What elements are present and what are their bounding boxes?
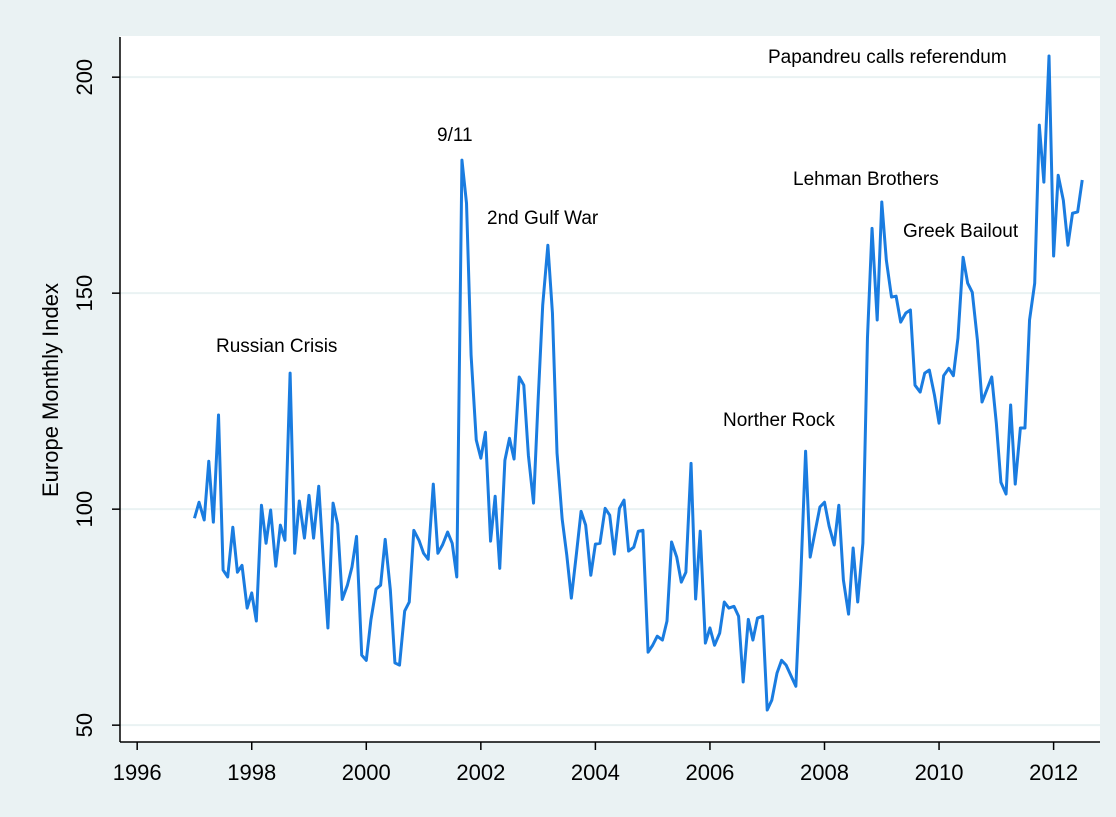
x-tick-label: 2012 — [1029, 760, 1078, 785]
annotation: Lehman Brothers — [793, 169, 939, 190]
y-tick-label: 200 — [72, 59, 97, 96]
annotation: Papandreu calls referendum — [768, 47, 1007, 68]
x-tick-label: 2000 — [342, 760, 391, 785]
annotation: 2nd Gulf War — [487, 208, 599, 229]
x-tick-label: 2002 — [456, 760, 505, 785]
annotation: Norther Rock — [723, 410, 835, 431]
data-line — [193, 54, 1084, 712]
x-tick-label: 1998 — [227, 760, 276, 785]
y-tick-label: 150 — [72, 275, 97, 312]
x-tick-label: 2004 — [571, 760, 620, 785]
annotation: Russian Crisis — [216, 336, 337, 357]
y-tick-label: 100 — [72, 491, 97, 528]
y-tick-label: 50 — [72, 713, 97, 737]
annotation: Greek Bailout — [903, 221, 1019, 242]
x-tick-label: 2010 — [915, 760, 964, 785]
y-axis-label: Europe Monthly Index — [38, 283, 63, 497]
x-tick-label: 1996 — [113, 760, 162, 785]
annotation: 9/11 — [437, 125, 473, 146]
x-tick-label: 2006 — [685, 760, 734, 785]
plot-area — [120, 36, 1100, 742]
x-tick-label: 2008 — [800, 760, 849, 785]
